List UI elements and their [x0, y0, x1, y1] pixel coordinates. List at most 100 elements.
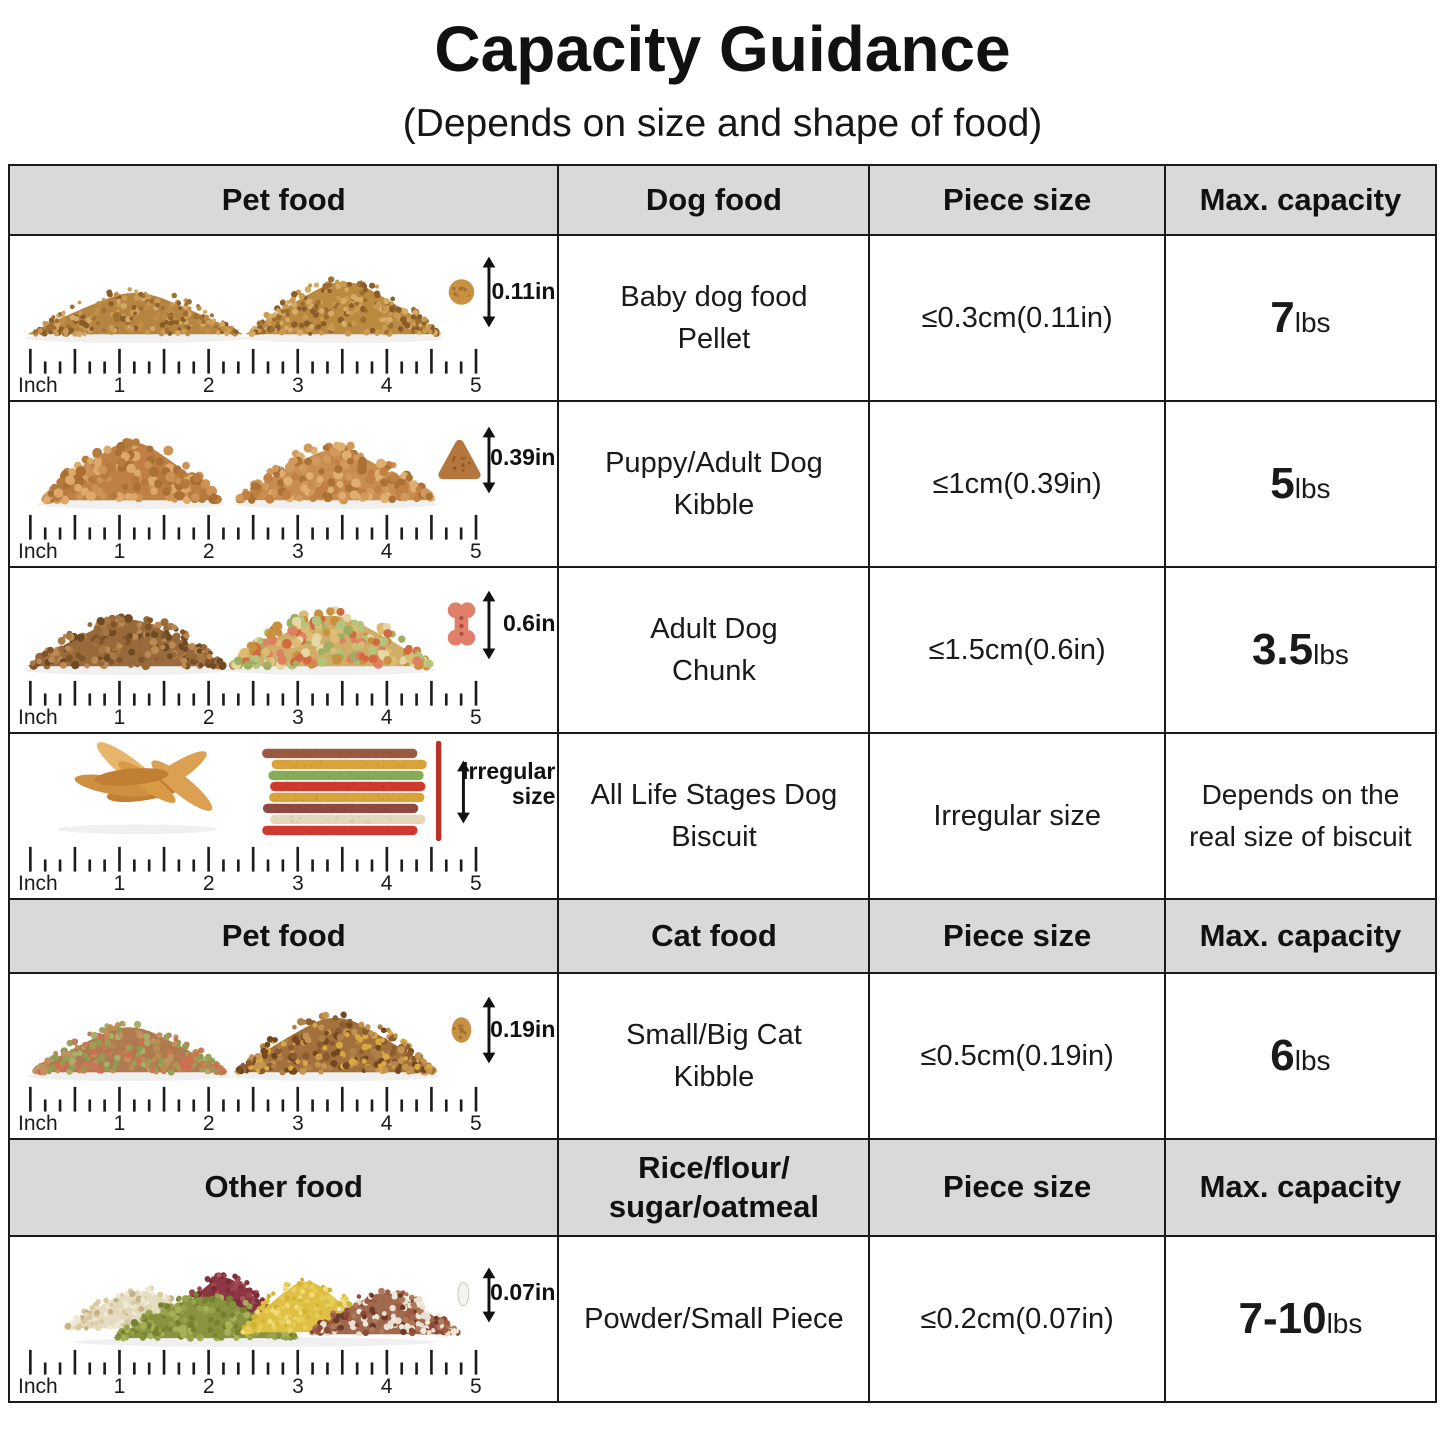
- table-row-cat-kibble: 0.19in Inch 1 2 3 4 5 Small/Big Cat Kibb…: [7, 972, 1438, 1140]
- header-max-capacity-1: Max. capacity: [1163, 164, 1438, 236]
- capacity-unit: lbs: [1294, 307, 1331, 338]
- max-capacity-cell: 7-10lbs: [1163, 1235, 1438, 1403]
- ruler-ticks-icon: [29, 514, 478, 540]
- capacity-value: 7-10: [1238, 1294, 1327, 1343]
- food-name-cell: Powder/Small Piece: [557, 1235, 871, 1403]
- max-capacity-cell: 6lbs: [1163, 972, 1438, 1140]
- capacity-unit: lbs: [1326, 1308, 1363, 1339]
- table-row-powder: 0.07in Inch 1 2 3 4 5 Powder/Small Piece…: [7, 1235, 1438, 1403]
- ruler-mark: 5: [469, 872, 482, 895]
- grain-piles-icon: [62, 1267, 496, 1348]
- food-name-cell: Small/Big Cat Kibble: [557, 972, 871, 1140]
- ruler-mark: 4: [380, 1375, 393, 1398]
- piece-size-cell: ≤0.5cm(0.19in): [868, 972, 1166, 1140]
- ruler-mark: 3: [292, 1112, 304, 1135]
- measure-label: 0.39in: [490, 444, 556, 470]
- ruler-ticks-icon: [29, 348, 478, 374]
- piece-size-cell: Irregular size: [868, 732, 1166, 900]
- ruler-mark: 3: [292, 872, 304, 895]
- food-illustration-cell: lrregular size Inch 1 2 3 4 5: [7, 732, 560, 900]
- section-header-other: Other food Rice/flour/ sugar/oatmeal Pie…: [7, 1138, 1438, 1237]
- ruler-mark: 1: [113, 872, 126, 895]
- ruler-mark: 5: [469, 1375, 482, 1398]
- piece-size-cell: ≤1cm(0.39in): [868, 400, 1166, 568]
- ruler-unit-label: Inch: [18, 706, 58, 729]
- ruler-mark: 4: [380, 540, 393, 563]
- capacity-unit: lbs: [1294, 1045, 1331, 1076]
- ruler-unit-label: Inch: [18, 1375, 58, 1398]
- ruler-mark: 4: [380, 1112, 393, 1135]
- header-pet-food-2: Pet food: [7, 898, 560, 974]
- header-max-capacity-3: Max. capacity: [1163, 1138, 1438, 1237]
- ruler-mark: 1: [113, 1375, 126, 1398]
- header-max-capacity-2: Max. capacity: [1163, 898, 1438, 974]
- header-rice-flour: Rice/flour/ sugar/oatmeal: [557, 1138, 871, 1237]
- measure-label: lrregular size: [462, 758, 556, 809]
- ruler-unit-label: Inch: [18, 540, 58, 563]
- measure-label: 0.11in: [491, 278, 556, 304]
- food-name-cell: Adult Dog Chunk: [557, 566, 871, 734]
- ruler-ticks-icon: [29, 680, 478, 706]
- ruler-mark: 3: [292, 706, 304, 729]
- ruler-ticks-icon: [29, 1086, 478, 1112]
- inch-ruler: Inch 1 2 3 4 5: [10, 845, 557, 897]
- max-capacity-cell: 7lbs: [1163, 234, 1438, 402]
- capacity-value: 7: [1270, 293, 1295, 342]
- header-cat-food: Cat food: [557, 898, 871, 974]
- ruler-mark: 2: [202, 540, 215, 563]
- header-pet-food-1: Pet food: [7, 164, 560, 236]
- capacity-value: 6: [1270, 1031, 1295, 1080]
- baby-pellet-piles-icon: [25, 256, 496, 344]
- ruler-mark: 1: [113, 374, 126, 397]
- table-row-dog-biscuit: lrregular size Inch 1 2 3 4 5 All Life S…: [7, 732, 1438, 900]
- section-header-dog: Pet food Dog food Piece size Max. capaci…: [7, 164, 1438, 236]
- inch-ruler: Inch 1 2 3 4 5: [10, 679, 557, 731]
- inch-ruler: Inch 1 2 3 4 5: [10, 1085, 557, 1137]
- ruler-mark: 4: [380, 374, 393, 397]
- piece-size-cell: ≤1.5cm(0.6in): [868, 566, 1166, 734]
- header-piece-size-1: Piece size: [868, 164, 1166, 236]
- max-capacity-cell: 3.5lbs: [1163, 566, 1438, 734]
- max-capacity-cell: 5lbs: [1163, 400, 1438, 568]
- page-subtitle: (Depends on size and shape of food): [402, 102, 1043, 145]
- measure-label: 0.07in: [490, 1279, 556, 1305]
- inch-ruler: Inch 1 2 3 4 5: [10, 513, 557, 565]
- ruler-mark: 4: [380, 706, 393, 729]
- ruler-mark: 1: [113, 540, 126, 563]
- food-illustration-cell: 0.07in Inch 1 2 3 4 5: [7, 1235, 560, 1403]
- food-illustration-cell: 0.6in Inch 1 2 3 4 5: [7, 566, 560, 734]
- ruler-mark: 3: [292, 540, 304, 563]
- ruler-unit-label: Inch: [18, 1112, 58, 1135]
- food-illustration-cell: 0.39in Inch 1 2 3 4 5: [7, 400, 560, 568]
- ruler-unit-label: Inch: [18, 374, 58, 397]
- dog-chunk-piles-icon: [23, 590, 496, 676]
- header-piece-size-2: Piece size: [868, 898, 1166, 974]
- ruler-mark: 2: [202, 872, 215, 895]
- ruler-mark: 1: [113, 706, 126, 729]
- header-dog-food: Dog food: [557, 164, 871, 236]
- table-row-baby-pellet: 0.11in Inch 1 2 3 4 5 Baby dog food Pell…: [7, 234, 1438, 402]
- food-name-cell: Puppy/Adult Dog Kibble: [557, 400, 871, 568]
- header-other-food: Other food: [7, 1138, 560, 1237]
- measure-label: 0.6in: [502, 610, 556, 636]
- ruler-ticks-icon: [29, 846, 478, 872]
- ruler-mark: 4: [380, 872, 393, 895]
- ruler-ticks-icon: [29, 1349, 478, 1375]
- food-name-cell: All Life Stages Dog Biscuit: [557, 732, 871, 900]
- measure-label: 0.19in: [490, 1016, 556, 1042]
- ruler-mark: 2: [202, 1375, 215, 1398]
- capacity-guidance-table: Pet food Dog food Piece size Max. capaci…: [7, 164, 1438, 1403]
- inch-ruler: Inch 1 2 3 4 5: [10, 1348, 557, 1400]
- ruler-mark: 3: [292, 1375, 304, 1398]
- dog-biscuit-sticks-icon: [57, 740, 470, 842]
- max-capacity-cell: Depends on the real size of biscuit: [1163, 732, 1438, 900]
- ruler-mark: 2: [202, 706, 215, 729]
- ruler-mark: 5: [469, 1112, 482, 1135]
- capacity-unit: lbs: [1313, 639, 1349, 670]
- inch-ruler: Inch 1 2 3 4 5: [10, 347, 557, 399]
- food-name-cell: Baby dog food Pellet: [557, 234, 871, 402]
- page-title: Capacity Guidance: [434, 13, 1011, 85]
- table-row-dog-kibble: 0.39in Inch 1 2 3 4 5 Puppy/Adult Dog Ki…: [7, 400, 1438, 568]
- ruler-mark: 5: [469, 374, 482, 397]
- ruler-mark: 5: [469, 540, 482, 563]
